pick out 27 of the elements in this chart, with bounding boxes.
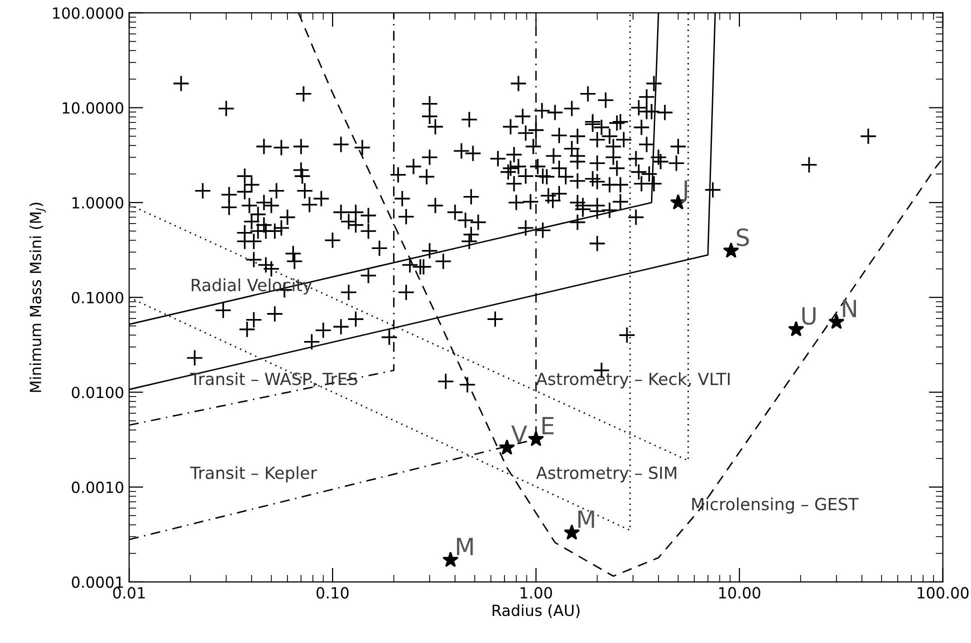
- y-tick-label: 10.0000: [62, 102, 124, 114]
- y-axis-title: Minimum Mass Msini (M$_{J}$): [29, 202, 46, 392]
- x-axis-title: Radius (AU): [492, 604, 580, 618]
- data-label: M: [578, 510, 594, 528]
- data-label: J: [681, 180, 687, 202]
- annotation: Transit – Kepler: [190, 466, 317, 482]
- y-tick-label: 0.0100: [72, 386, 124, 398]
- data-label: E: [542, 417, 554, 434]
- data-label: S: [736, 228, 749, 246]
- y-tick-label: 0.0001: [72, 576, 123, 588]
- annotation: Astrometry – SIM: [536, 466, 676, 482]
- y-tick-label: 0.0010: [72, 482, 124, 494]
- x-tick-label: 0.10: [316, 587, 349, 599]
- data-label: V: [511, 426, 528, 443]
- data-label: N: [842, 300, 856, 318]
- y-tick-label: 0.1000: [72, 292, 124, 304]
- data-label: U: [802, 307, 816, 325]
- y-tick-label: 100.0000: [53, 7, 124, 19]
- y-tick-label: 1.0000: [72, 197, 124, 209]
- annotation: Transit – WASP, TrES: [190, 372, 358, 387]
- annotation: Microlensing – GEST: [692, 498, 859, 514]
- data-label: M: [456, 538, 473, 556]
- x-tick-label: 100.00: [918, 587, 969, 599]
- x-tick-label: 1.00: [520, 587, 552, 599]
- annotation: Astrometry – Keck, VLTI: [536, 372, 730, 388]
- x-tick-label: 10.00: [719, 587, 760, 599]
- x-tick-label: 0.01: [113, 587, 145, 599]
